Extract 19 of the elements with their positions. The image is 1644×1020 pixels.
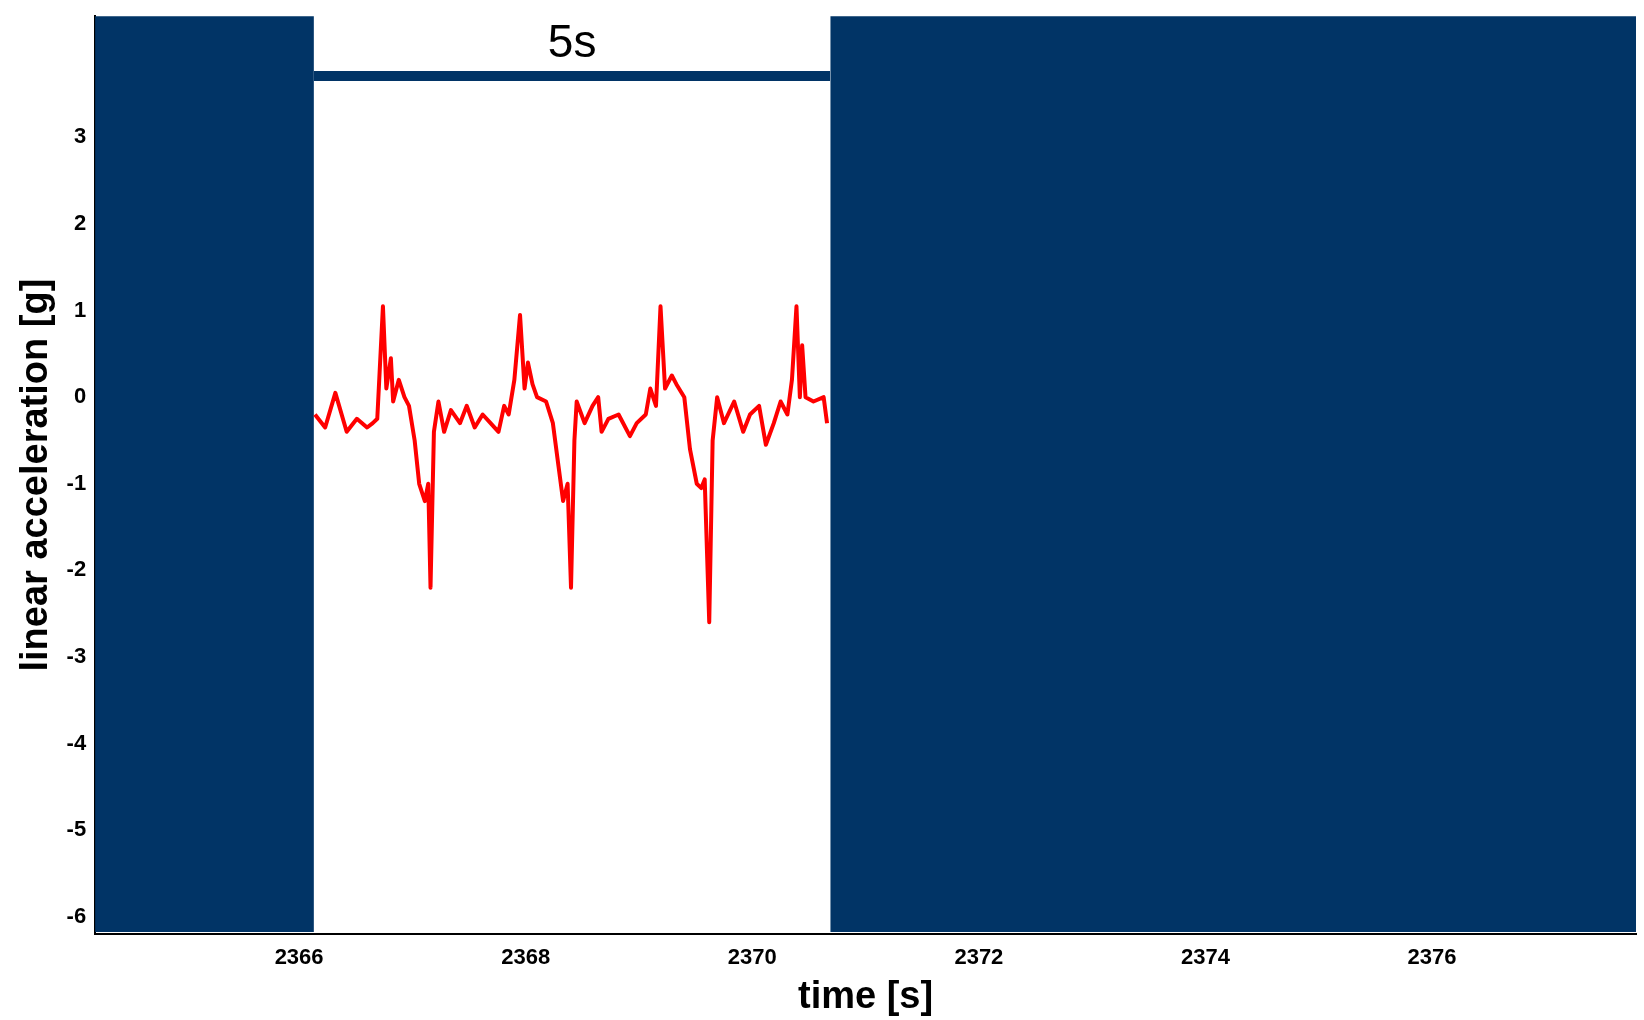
x-tick-label: 2376 bbox=[1407, 944, 1457, 970]
y-tick-label: 1 bbox=[73, 296, 87, 322]
y-tick-label: -1 bbox=[66, 469, 87, 495]
y-axis-title: linear acceleration [g] bbox=[13, 278, 56, 672]
y-tick-label: 3 bbox=[73, 123, 87, 149]
x-axis-title: time [s] bbox=[798, 973, 934, 1016]
x-tick-label: 2366 bbox=[274, 944, 324, 970]
x-tick-label: 2372 bbox=[954, 944, 1004, 970]
x-tick-label: 2368 bbox=[501, 944, 551, 970]
y-tick-label: 0 bbox=[73, 383, 87, 409]
annotation: 5s bbox=[547, 14, 597, 69]
y-tick-label: -4 bbox=[66, 729, 87, 755]
y-tick-label: -2 bbox=[66, 556, 87, 582]
y-tick-label: -5 bbox=[66, 816, 87, 842]
x-tick-label: 2370 bbox=[727, 944, 777, 970]
y-tick-label: -6 bbox=[66, 902, 87, 928]
y-tick-label: 2 bbox=[73, 210, 87, 236]
x-tick-label: 2374 bbox=[1180, 944, 1231, 970]
y-tick-label: -3 bbox=[66, 642, 87, 668]
